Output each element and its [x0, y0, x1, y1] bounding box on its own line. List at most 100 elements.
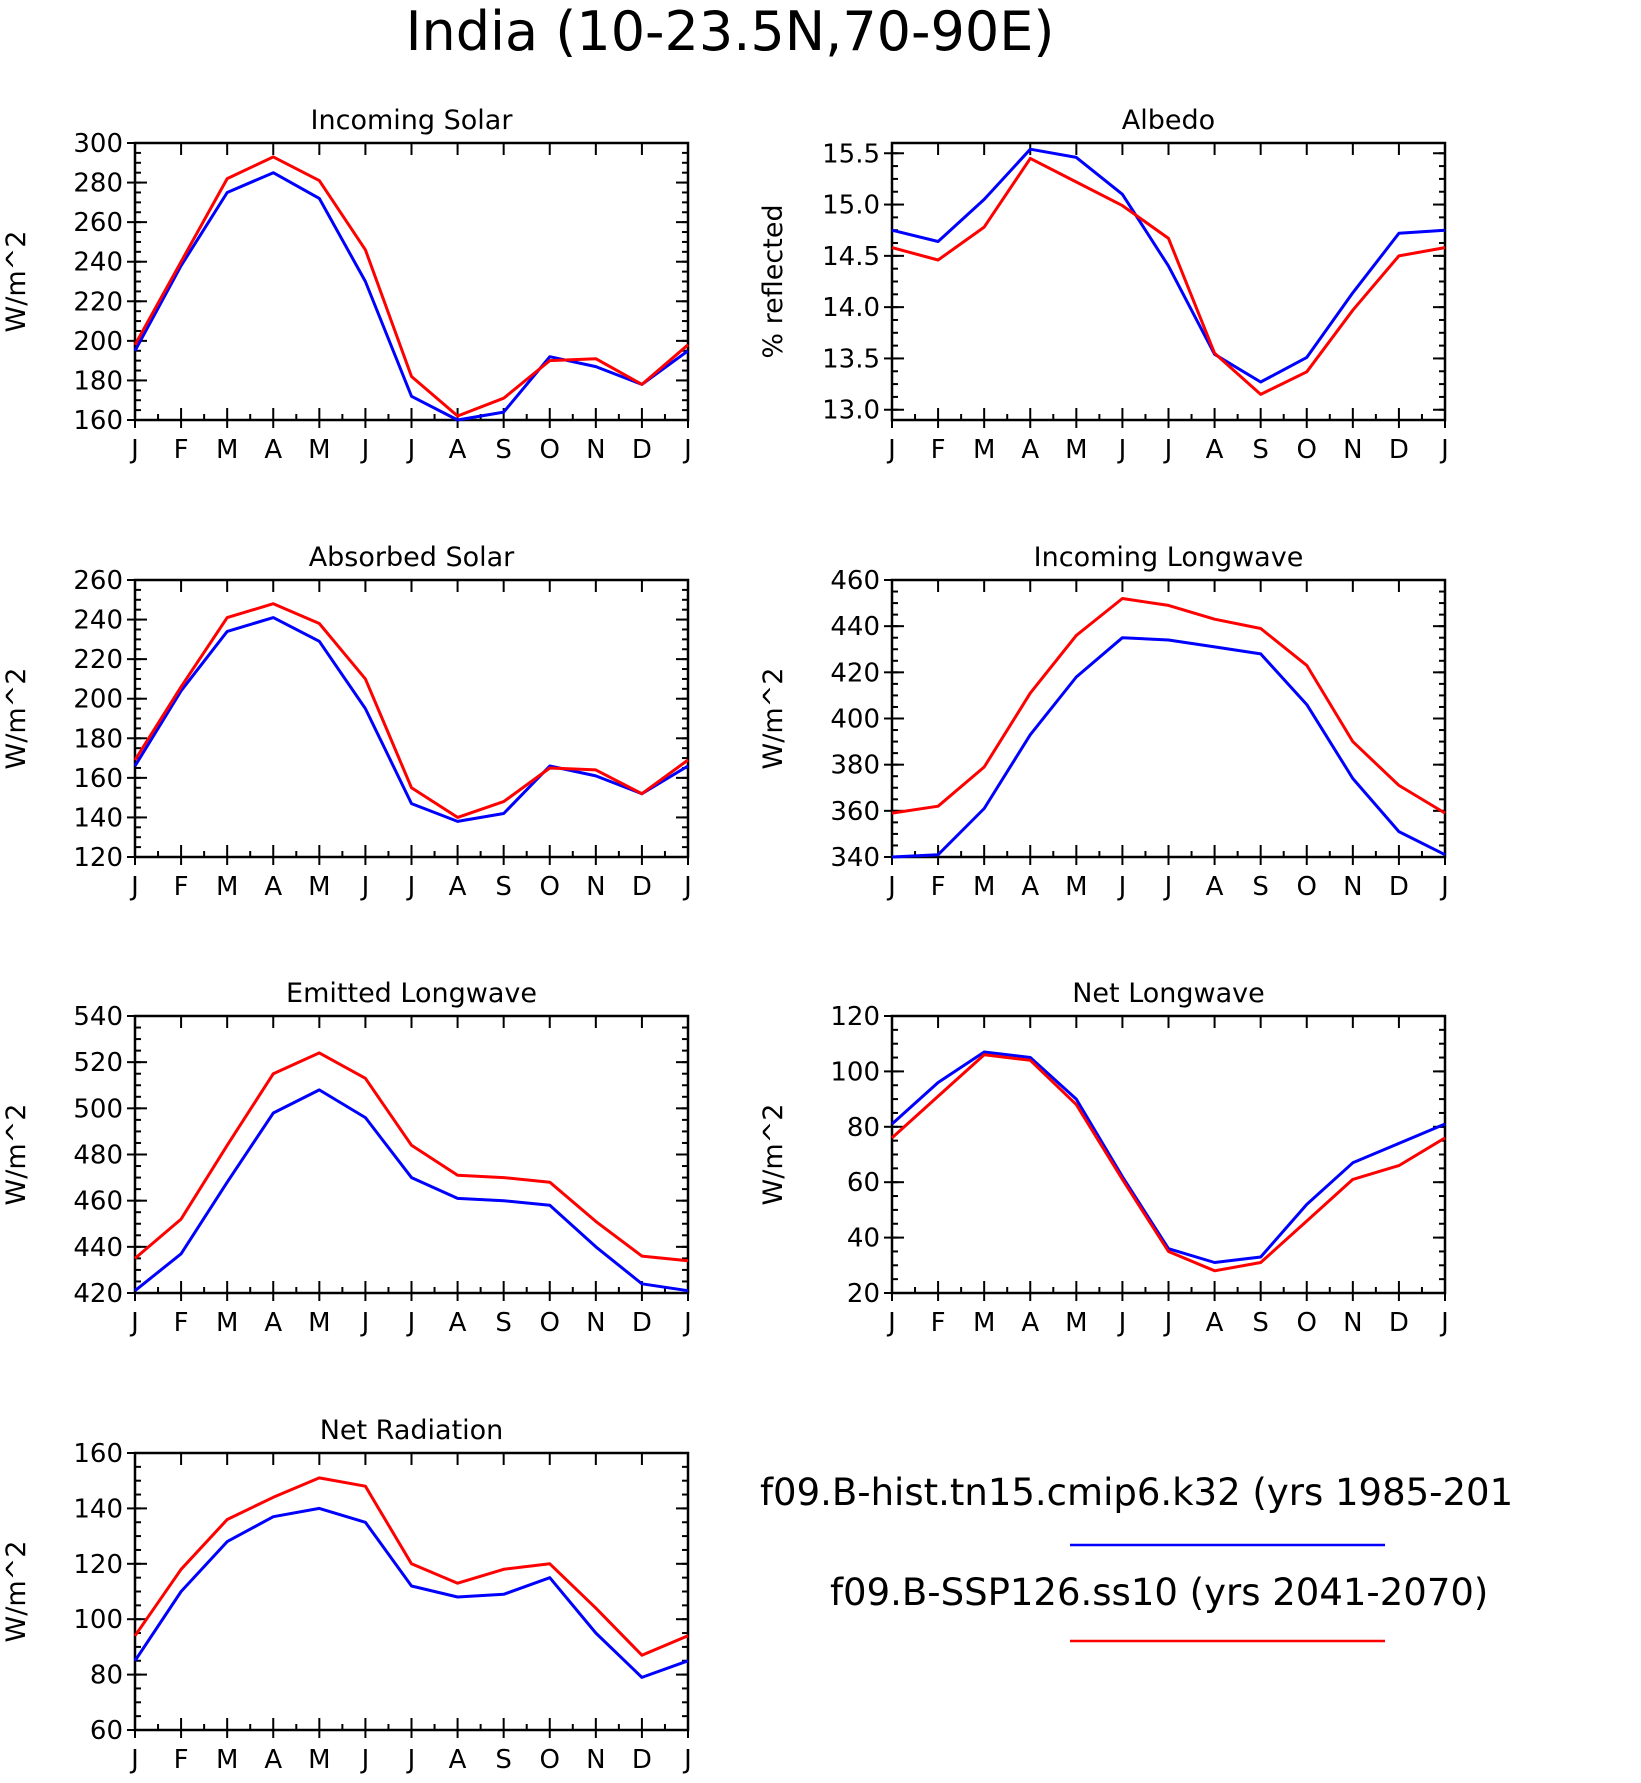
albedo-x-tick-label: J: [1117, 435, 1127, 465]
incoming-longwave-x-tick-label: A: [1206, 872, 1224, 902]
incoming-longwave-x-tick-label: D: [1389, 872, 1409, 902]
absorbed-solar-y-tick-label: 200: [73, 685, 123, 715]
absorbed-solar-x-tick-label: A: [449, 872, 467, 902]
incoming-solar-y-axis-label: W/m^2: [1, 231, 32, 333]
net-longwave-x-tick-label: J: [1163, 1308, 1173, 1338]
legend-label-historical: f09.B-hist.tn15.cmip6.k32 (yrs 1985-201: [760, 1471, 1513, 1514]
albedo-x-tick-label: M: [973, 435, 995, 465]
incoming-longwave-y-tick-label: 460: [830, 566, 880, 596]
incoming-longwave-x-tick-label: F: [931, 872, 946, 902]
net-longwave-y-tick-label: 100: [830, 1057, 880, 1087]
net-radiation-y-tick-label: 60: [90, 1716, 123, 1746]
net-radiation-x-tick-label: J: [129, 1745, 139, 1775]
absorbed-solar-x-tick-label: J: [406, 872, 416, 902]
emitted-longwave-ssp126-line: [134, 1051, 689, 1263]
albedo-x-tick-label: N: [1343, 435, 1362, 465]
albedo-x-tick-label: J: [1163, 435, 1173, 465]
emitted-longwave-x-tick-label: S: [495, 1308, 512, 1338]
incoming-solar-x-tick-label: S: [495, 435, 512, 465]
albedo-x-tick-label: A: [1021, 435, 1039, 465]
net-longwave-x-tick-label: O: [1297, 1308, 1317, 1338]
emitted-longwave-y-tick-label: 420: [73, 1279, 123, 1309]
incoming-solar-x-tick-label: J: [129, 435, 139, 465]
albedo-x-tick-label: O: [1297, 435, 1317, 465]
absorbed-solar-y-tick-label: 140: [73, 803, 123, 833]
net-longwave-x-tick-label: M: [973, 1308, 995, 1338]
net-radiation-x-tick-label: J: [360, 1745, 370, 1775]
incoming-longwave-x-tick-label: M: [1065, 872, 1087, 902]
net-radiation-title: Net Radiation: [320, 1415, 504, 1446]
absorbed-solar-x-tick-label: J: [682, 872, 692, 902]
net-longwave-y-axis-label: W/m^2: [758, 1104, 789, 1206]
net-radiation-x-tick-label: S: [495, 1745, 512, 1775]
incoming-solar-y-tick-label: 200: [73, 327, 123, 357]
albedo-ssp126-line: [891, 156, 1446, 396]
albedo-historical-line: [891, 147, 1446, 384]
net-radiation-plot-frame: [133, 1451, 690, 1732]
emitted-longwave-plot-frame: [133, 1014, 690, 1295]
net-radiation-y-tick-label: 160: [73, 1439, 123, 1469]
incoming-solar-y-tick-label: 260: [73, 208, 123, 238]
legend: f09.B-hist.tn15.cmip6.k32 (yrs 1985-201 …: [760, 1471, 1513, 1643]
absorbed-solar-y-tick-label: 220: [73, 645, 123, 675]
incoming-longwave-x-tick-label: A: [1021, 872, 1039, 902]
net-radiation-x-tick-label: N: [586, 1745, 605, 1775]
incoming-longwave-historical-line: [891, 636, 1446, 859]
net-longwave-x-tick-label: F: [931, 1308, 946, 1338]
absorbed-solar-x-tick-label: J: [360, 872, 370, 902]
absorbed-solar-x-tick-label: A: [264, 872, 282, 902]
net-longwave-x-tick-label: N: [1343, 1308, 1362, 1338]
incoming-solar-x-tick-label: D: [632, 435, 652, 465]
absorbed-solar-plot-frame: [133, 578, 690, 859]
absorbed-solar-x-tick-label: D: [632, 872, 652, 902]
absorbed-solar-x-tick-label: N: [586, 872, 605, 902]
emitted-longwave-x-tick-label: M: [308, 1308, 330, 1338]
incoming-longwave-y-tick-label: 440: [830, 612, 880, 642]
incoming-solar-y-tick-label: 160: [73, 406, 123, 436]
net-radiation-y-tick-label: 100: [73, 1605, 123, 1635]
albedo-title: Albedo: [1122, 105, 1215, 136]
incoming-solar-ssp126-line: [133, 155, 689, 418]
albedo-x-tick-label: J: [1439, 435, 1449, 465]
net-longwave-x-tick-label: J: [1117, 1308, 1127, 1338]
net-radiation-ssp126-line: [133, 1476, 689, 1657]
net-longwave-y-tick-label: 120: [830, 1002, 880, 1032]
emitted-longwave-x-tick-label: F: [174, 1308, 189, 1338]
incoming-longwave-x-tick-label: J: [1163, 872, 1173, 902]
albedo-y-tick-label: 15.5: [822, 139, 880, 169]
incoming-longwave-y-tick-label: 340: [830, 843, 880, 873]
emitted-longwave-x-tick-label: A: [449, 1308, 467, 1338]
net-longwave-historical-line: [890, 1050, 1446, 1264]
incoming-solar-historical-line: [133, 171, 689, 422]
emitted-longwave-historical-line: [134, 1088, 689, 1293]
emitted-longwave-x-tick-label: J: [129, 1308, 139, 1338]
net-radiation-x-tick-label: D: [632, 1745, 652, 1775]
albedo-y-tick-label: 14.5: [822, 242, 880, 272]
albedo-y-tick-label: 13.5: [822, 344, 880, 374]
net-radiation-x-tick-label: J: [406, 1745, 416, 1775]
albedo-x-tick-label: D: [1389, 435, 1409, 465]
absorbed-solar-historical-line: [133, 616, 689, 823]
net-radiation-y-tick-label: 140: [73, 1494, 123, 1524]
absorbed-solar-y-tick-label: 240: [73, 606, 123, 636]
emitted-longwave-x-tick-label: M: [216, 1308, 238, 1338]
net-longwave-x-tick-label: S: [1252, 1308, 1269, 1338]
net-longwave-x-tick-label: D: [1389, 1308, 1409, 1338]
incoming-solar-title: Incoming Solar: [311, 105, 514, 136]
incoming-solar-x-tick-label: J: [360, 435, 370, 465]
incoming-solar-x-tick-label: A: [449, 435, 467, 465]
net-radiation-x-tick-label: J: [682, 1745, 692, 1775]
emitted-longwave-title: Emitted Longwave: [286, 978, 537, 1009]
emitted-longwave-y-tick-label: 500: [73, 1094, 123, 1124]
net-radiation-x-tick-label: F: [174, 1745, 189, 1775]
albedo-x-tick-label: A: [1206, 435, 1224, 465]
net-longwave-y-tick-label: 60: [847, 1168, 880, 1198]
absorbed-solar-y-tick-label: 120: [73, 843, 123, 873]
absorbed-solar-title: Absorbed Solar: [309, 542, 515, 573]
incoming-longwave-y-axis-label: W/m^2: [758, 668, 789, 770]
net-radiation-y-axis-label: W/m^2: [1, 1541, 32, 1643]
net-longwave-y-tick-label: 80: [847, 1113, 880, 1143]
absorbed-solar-x-tick-label: J: [129, 872, 139, 902]
